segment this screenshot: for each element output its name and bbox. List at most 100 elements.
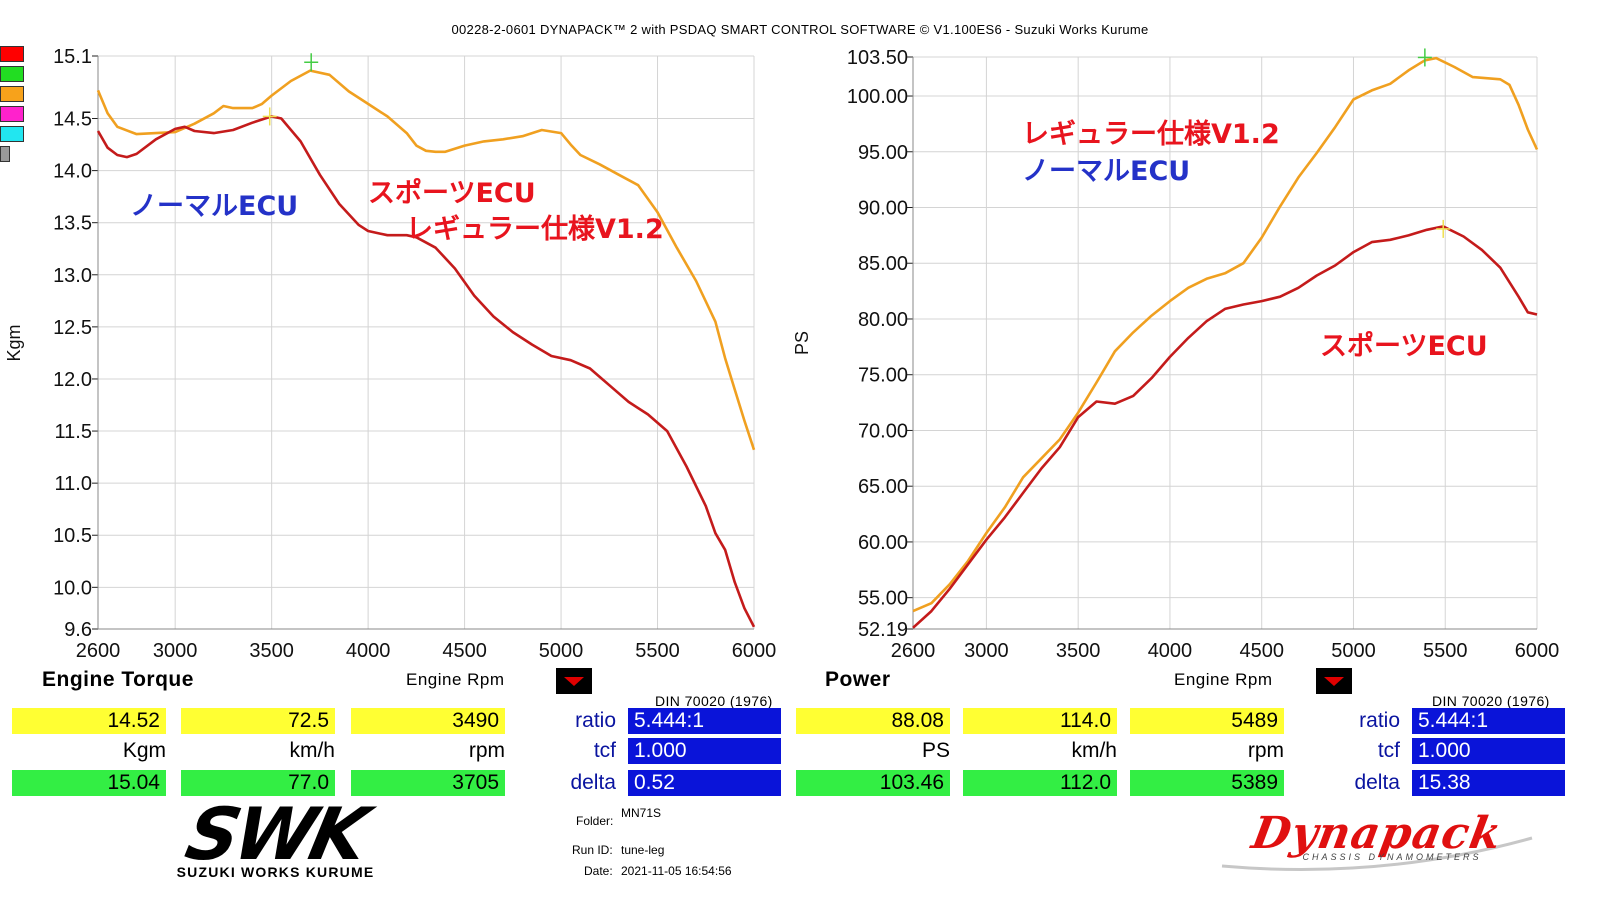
run-id-value: tune-leg [621, 843, 665, 857]
torque-unit-kmh: km/h [289, 739, 335, 762]
torque-cursor-kmh: 72.5 [181, 708, 335, 734]
torque-ytick-label: 11.0 [55, 473, 92, 495]
power-delta-value: 15.38 [1412, 770, 1565, 796]
power-unit-rpm: rpm [1247, 739, 1284, 762]
power-peak-ps: 103.46 [796, 770, 950, 796]
torque-series-normal [96, 115, 756, 628]
power-ratio-label: ratio [1359, 709, 1400, 732]
power-tcf-label: tcf [1377, 739, 1400, 762]
power-cursor-kmh: 114.0 [963, 708, 1117, 734]
power-ytick-label: 95.00 [858, 142, 908, 164]
torque-ytick-label: 13.0 [53, 265, 92, 287]
torque-delta-value: 0.52 [628, 770, 781, 796]
torque-xtick-label: 6000 [732, 640, 777, 662]
power-ytick-label: 75.00 [858, 365, 908, 387]
date-label: Date: [584, 864, 613, 878]
power-cursor-rpm: 5489 [1130, 708, 1284, 734]
torque-xtick-label: 3500 [249, 640, 294, 662]
dynapack-swoosh-icon [1221, 836, 1533, 871]
power-ytick-label: 85.00 [858, 253, 908, 275]
power-xaxis-label: Engine Rpm [1174, 670, 1273, 689]
power-ratio-value: 5.444:1 [1412, 708, 1565, 734]
torque-xtick-label: 3000 [153, 640, 198, 662]
power-ytick-label: 55.00 [858, 588, 908, 610]
power-ytick-label: 70.00 [858, 420, 908, 442]
power-ytick-label: 90.00 [858, 197, 908, 219]
torque-peak-kgm: 15.04 [12, 770, 166, 796]
torque-ytick-label: 10.5 [53, 525, 92, 547]
power-ytick-label: 103.50 [847, 47, 908, 69]
power-cursor-ps: 88.08 [796, 708, 950, 734]
torque-ytick-label: 12.0 [53, 369, 92, 391]
window-title: 00228-2-0601 DYNAPACK™ 2 with PSDAQ SMAR… [451, 22, 1149, 37]
power-ytick-label: 100.00 [847, 86, 908, 108]
torque-unit-kgm: Kgm [122, 739, 166, 762]
power-xtick-label: 6000 [1515, 640, 1560, 662]
power-unit-ps: PS [921, 739, 950, 762]
folder-value: MN71S [621, 806, 662, 820]
torque-annotation: レギュラー仕様V1.2 [406, 214, 664, 245]
torque-ytick-label: 15.1 [53, 46, 92, 68]
swatch-green[interactable] [0, 66, 24, 82]
torque-cursor-rpm: 3490 [351, 708, 505, 734]
swatch-cyan[interactable] [0, 126, 24, 142]
torque-ytick-label: 12.5 [53, 317, 92, 339]
torque-unit-rpm: rpm [468, 739, 505, 762]
torque-ratio-value: 5.444:1 [628, 708, 781, 734]
torque-ytick-label: 14.0 [53, 161, 92, 183]
power-xtick-label: 2600 [891, 640, 936, 662]
torque-chart: 15.1 14.5 14.0 13.5 13.0 12.5 12.0 11.5 11.0 10.5… [4, 46, 776, 662]
swatch-red[interactable] [0, 46, 24, 62]
torque-series-sport [96, 69, 756, 451]
power-ytick-label: 65.00 [858, 476, 908, 498]
power-series-normal [912, 225, 1538, 629]
run-color-swatches [0, 46, 24, 162]
torque-peak-rpm: 3705 [351, 770, 505, 796]
date-value: 2021-11-05 16:54:56 [621, 864, 732, 878]
power-chart: 103.50 100.00 95.00 90.00 85.00 80.00 75.00 70.… [792, 47, 1559, 662]
torque-xtick-label: 5500 [635, 640, 680, 662]
torque-annotation: ノーマルECU [130, 191, 298, 222]
torque-xtick-label: 4000 [346, 640, 391, 662]
folder-label: Folder: [576, 814, 614, 828]
power-annotation: スポーツECU [1320, 331, 1488, 362]
power-xtick-label: 3500 [1056, 640, 1101, 662]
torque-xtick-label: 5000 [539, 640, 584, 662]
torque-xtick-label: 4500 [442, 640, 487, 662]
torque-xaxis-label: Engine Rpm [406, 670, 505, 689]
swatch-magenta[interactable] [0, 106, 24, 122]
dynapack-logo: Dynapack CHASSIS DYNAMOMETERS [1212, 808, 1542, 878]
power-ytick-label: 52.19 [858, 619, 908, 641]
power-unit-kmh: km/h [1071, 739, 1117, 762]
dynapack-logo-subtitle: CHASSIS DYNAMOMETERS [1302, 852, 1482, 862]
power-standard: DIN 70020 (1976) [1432, 693, 1550, 709]
torque-ylabel: Kgm [4, 324, 24, 361]
power-ytick-label: 60.00 [858, 532, 908, 554]
torque-annotation: スポーツECU [368, 178, 536, 209]
torque-ytick-label: 13.5 [53, 213, 92, 235]
torque-standard: DIN 70020 (1976) [655, 693, 773, 709]
swk-logo: SWK SUZUKI WORKS KURUME [138, 792, 413, 880]
power-xtick-label: 3000 [964, 640, 1009, 662]
torque-ytick-label: 10.0 [53, 577, 92, 599]
torque-delta-label: delta [570, 771, 616, 794]
torque-ytick-label: 14.5 [53, 109, 92, 131]
torque-peak-kmh: 77.0 [181, 770, 335, 796]
torque-panel-label: Engine Torque [42, 668, 194, 691]
swatch-gray[interactable] [0, 146, 10, 162]
power-ytick-label: 80.00 [858, 309, 908, 331]
torque-dropdown-button[interactable] [556, 668, 592, 694]
power-panel-label: Power [825, 668, 891, 691]
power-xtick-label: 4500 [1239, 640, 1284, 662]
torque-tcf-label: tcf [593, 739, 616, 762]
power-tcf-value: 1.000 [1412, 738, 1565, 764]
power-delta-label: delta [1354, 771, 1400, 794]
swatch-orange[interactable] [0, 86, 24, 102]
swk-logo-subtitle: SUZUKI WORKS KURUME [176, 864, 375, 880]
torque-ytick-label: 9.6 [64, 619, 92, 641]
power-dropdown-button[interactable] [1316, 668, 1352, 694]
power-peak-rpm: 5389 [1130, 770, 1284, 796]
swk-logo-text: SWK [179, 792, 372, 876]
run-id-label: Run ID: [572, 843, 613, 857]
